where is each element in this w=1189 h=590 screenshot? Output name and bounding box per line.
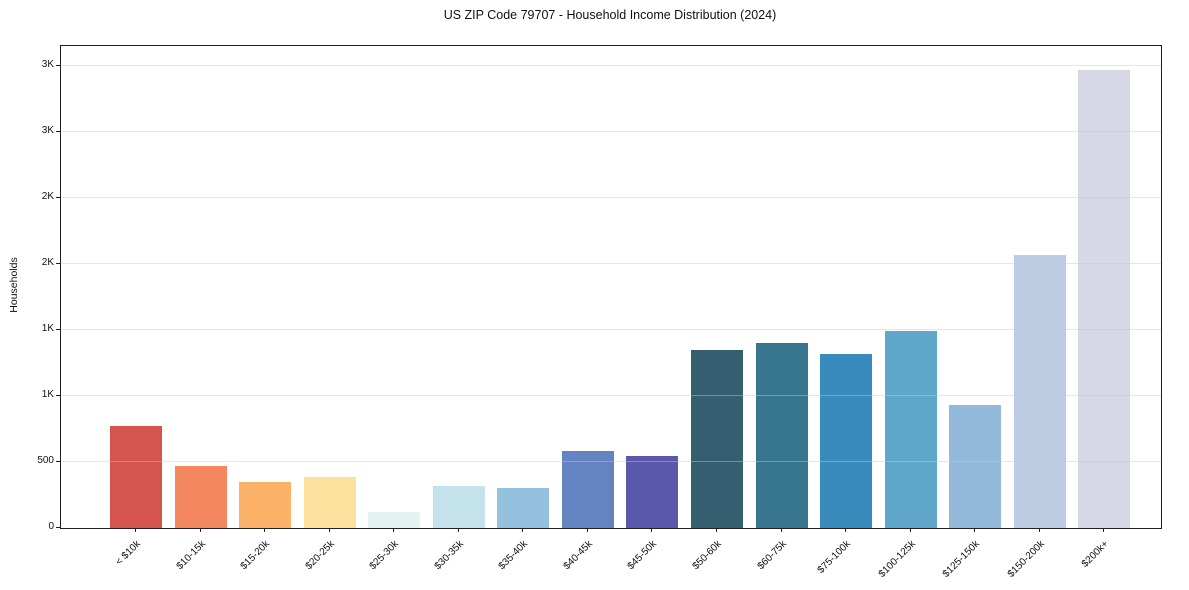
x-tick-mark [651,528,653,532]
x-tick-mark [522,528,524,532]
gridline [61,395,1161,397]
y-tick-mark [56,394,60,396]
x-tick-label: $75-100k [815,538,853,576]
x-tick-label: $100-125k [876,538,918,580]
y-tick-mark [56,328,60,330]
y-tick-label: 0 [48,521,54,532]
y-tick-label: 1K [41,388,54,400]
plot-area [60,45,1162,529]
x-tick-label: < $10k [113,538,143,568]
y-tick-label: 3K [41,58,54,70]
x-tick-mark [393,528,395,532]
bar [174,465,227,528]
bar [497,487,550,528]
y-tick-mark [56,130,60,132]
chart-title: US ZIP Code 79707 - Household Income Dis… [443,8,777,22]
x-tick-label: $40-45k [561,538,595,572]
y-tick-mark [56,262,60,264]
x-tick-mark [1038,528,1040,532]
x-tick-label: $30-35k [432,538,466,572]
bar [820,353,873,528]
gridline [61,131,1161,133]
gridline [61,263,1161,265]
y-tick-mark [56,64,60,66]
y-tick-label: 1K [41,322,54,334]
bar [1078,69,1131,528]
y-tick-label: 3K [41,124,54,136]
bar [1013,254,1066,528]
bar [949,404,1002,528]
bar [110,425,162,528]
x-tick-label: $25-30k [367,538,402,572]
x-tick-mark [780,528,782,532]
x-tick-label: $60-75k [755,538,789,572]
bar [239,482,292,528]
y-tick-label: 2K [41,256,54,268]
x-tick-mark [909,528,911,532]
bar [303,476,356,528]
x-tick-mark [1103,528,1105,532]
y-tick-label: 2K [41,190,54,202]
x-tick-mark [845,528,847,532]
y-tick-mark [56,527,60,528]
x-tick-label: $10-15k [174,538,208,572]
bar [884,331,937,528]
x-tick-mark [715,528,717,532]
y-tick-mark [56,460,60,462]
gridline [61,197,1161,199]
y-tick-mark [56,196,60,198]
x-tick-label: $125-150k [940,538,983,580]
bar [755,343,808,528]
y-axis-label: Households [8,257,20,313]
x-tick-label: $150-200k [1005,538,1047,580]
x-tick-label: $20-25k [303,538,337,572]
bar [561,451,614,528]
bar [690,349,743,528]
x-tick-label: $35-40k [496,538,531,572]
y-tick-label: 500 [37,454,54,466]
x-tick-mark [135,528,136,532]
bar [432,485,485,528]
x-tick-mark [264,528,266,532]
x-tick-label: $200k+ [1079,538,1112,570]
x-tick-label: $50-60k [690,538,724,572]
x-tick-mark [974,528,976,532]
x-tick-mark [328,528,330,532]
gridline [61,65,1161,67]
x-tick-mark [457,528,459,532]
x-tick-label: $15-20k [238,538,272,572]
x-tick-mark [199,528,201,532]
bar [626,456,679,528]
gridline [61,329,1161,331]
x-tick-label: $45-50k [625,538,660,572]
x-tick-mark [586,528,588,532]
bar [368,511,421,528]
